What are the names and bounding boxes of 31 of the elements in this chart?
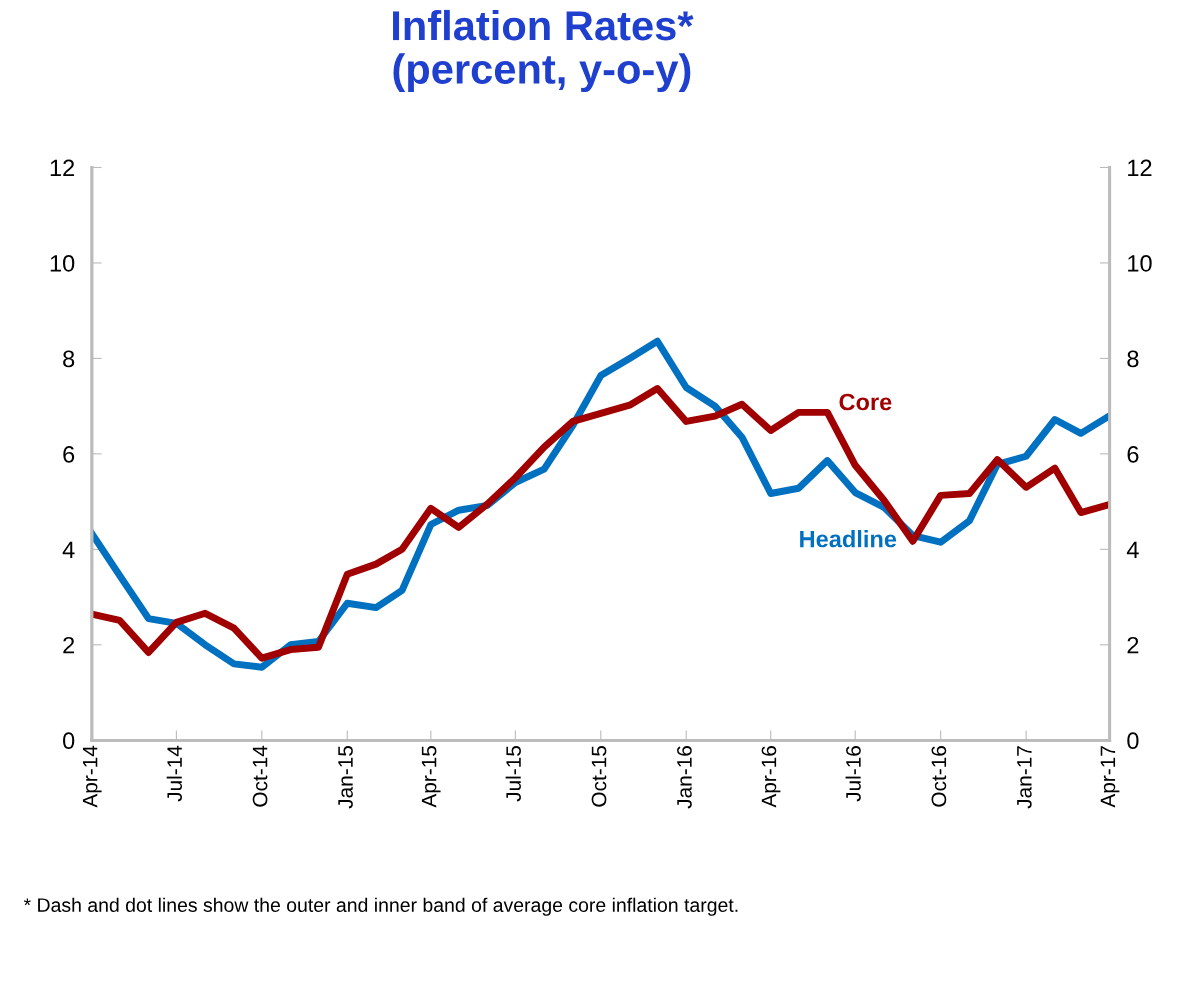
y-tick-label: 0 xyxy=(63,732,75,750)
y2-tick-label: 8 xyxy=(1127,350,1139,368)
x-tick-label: Apr-16 xyxy=(761,746,781,808)
x-tick-label: Apr-15 xyxy=(421,746,441,808)
x-tick-label: Apr-17 xyxy=(1100,746,1120,808)
y2-tick-label: 12 xyxy=(1128,159,1152,177)
y2-tick-label: 2 xyxy=(1127,636,1139,654)
text: * Dash and dot lines show the outer and inner band of average core inflation target. xyxy=(23,897,738,916)
x-tick-label: Jul-14 xyxy=(166,745,182,802)
y-tick-label: 6 xyxy=(63,445,75,463)
y-tick-label: 8 xyxy=(63,350,75,368)
x-tick-label: Jan-16 xyxy=(677,746,692,809)
x-tick-label: Oct-14 xyxy=(252,745,268,807)
series-label: Core xyxy=(839,393,892,411)
x-tick-label: Oct-16 xyxy=(931,746,947,807)
x-tick-label: Jul-15 xyxy=(505,746,521,802)
x-tick-label: Jan-17 xyxy=(1017,746,1032,809)
y-tick-label: 10 xyxy=(50,255,75,272)
chart-title: Inflation Rates* (percent, y-o-y) xyxy=(393,9,694,93)
y2-tick-label: 10 xyxy=(1128,255,1152,272)
x-tick-label: Jul-16 xyxy=(845,746,861,802)
x-tick-label: Jan-15 xyxy=(338,746,353,809)
y-tick-label: 4 xyxy=(62,541,75,558)
series-label: Headline xyxy=(800,530,897,548)
x-tick-label: Oct-15 xyxy=(591,746,607,807)
x-tick-label: Apr-14 xyxy=(82,745,102,808)
y2-tick-label: 4 xyxy=(1126,541,1139,558)
y-tick-label: 2 xyxy=(63,636,75,654)
y-tick-label: 12 xyxy=(50,159,75,177)
y2-tick-label: 6 xyxy=(1127,445,1139,463)
y2-tick-label: 0 xyxy=(1127,732,1139,750)
